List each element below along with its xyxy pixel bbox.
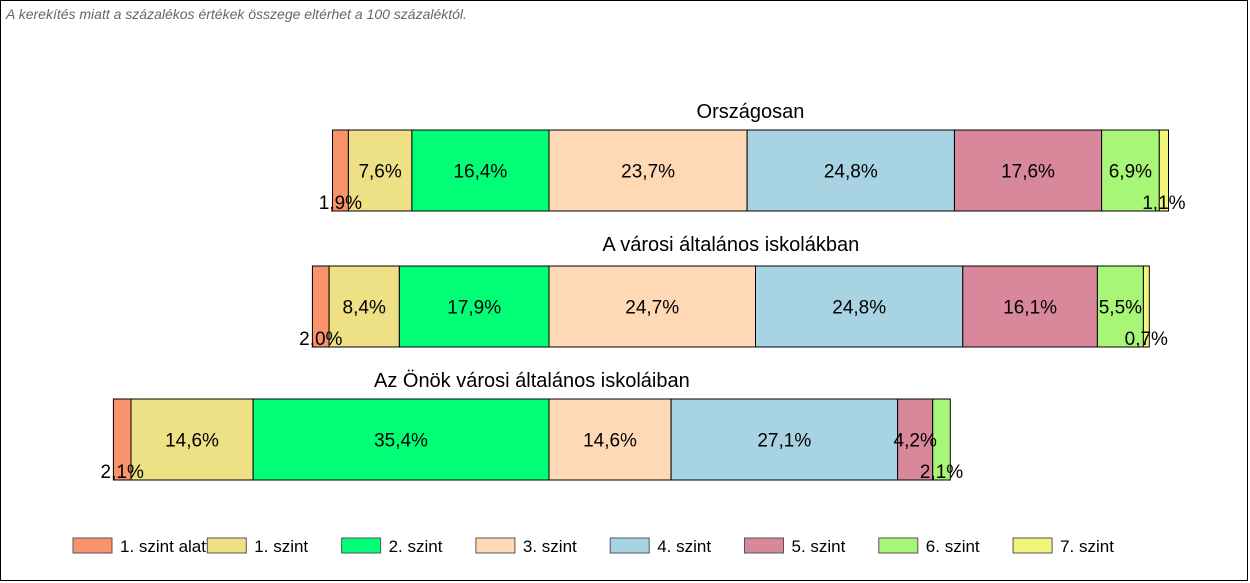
- value-label: 14,6%: [583, 431, 637, 452]
- value-label: 17,9%: [447, 298, 501, 319]
- value-label: 16,1%: [1003, 298, 1057, 319]
- bar-segment: [1158, 129, 1170, 212]
- value-label: 4,2%: [894, 431, 937, 452]
- bar-segment: [252, 398, 550, 481]
- legend-label: 1. szint alatti: [120, 537, 215, 556]
- legend-label: 4. szint: [657, 537, 711, 556]
- legend-label: 3. szint: [523, 537, 577, 556]
- bar-segment: [1142, 265, 1150, 348]
- bar-segment: [130, 398, 254, 481]
- value-label: 8,4%: [343, 298, 386, 319]
- bar-segment: [347, 129, 413, 212]
- bar-title: A városi általános iskolákban: [602, 234, 859, 256]
- bar-segment: [398, 265, 550, 348]
- value-label: 17,6%: [1001, 162, 1055, 183]
- value-label: 6,9%: [1109, 162, 1152, 183]
- value-label: 2,1%: [101, 462, 144, 483]
- bar-segment: [1101, 129, 1160, 212]
- legend-label: 1. szint: [254, 537, 308, 556]
- value-label: 27,1%: [757, 431, 811, 452]
- bar-title: Az Önök városi általános iskoláiban: [374, 370, 690, 392]
- legend-swatch: [744, 537, 784, 554]
- bar-segment: [746, 129, 955, 212]
- legend-label: 6. szint: [926, 537, 980, 556]
- value-label: 23,7%: [621, 162, 675, 183]
- bar-title: Országosan: [697, 101, 805, 123]
- rounding-note: A kerekítés miatt a százalékos értékek ö…: [6, 6, 467, 22]
- value-label: 16,4%: [453, 162, 507, 183]
- bar-segment: [1096, 265, 1144, 348]
- bar-segment: [670, 398, 899, 481]
- bar-segment: [897, 398, 934, 481]
- legend-label: 2. szint: [389, 537, 443, 556]
- value-label: 35,4%: [374, 431, 428, 452]
- legend-swatch: [1012, 537, 1053, 554]
- bar-segment: [548, 129, 748, 212]
- bar-segment: [932, 398, 951, 481]
- bar-segment: [548, 265, 756, 348]
- bar-segment: [954, 129, 1103, 212]
- value-label: 24,8%: [832, 298, 886, 319]
- value-label: 24,8%: [824, 162, 878, 183]
- bar-segment: [548, 398, 672, 481]
- value-label: 24,7%: [625, 298, 679, 319]
- legend-swatch: [878, 537, 919, 554]
- legend-label: 5. szint: [792, 537, 846, 556]
- value-label: 1,1%: [1142, 193, 1185, 214]
- value-label: 1,9%: [319, 193, 362, 214]
- legend-swatch: [475, 537, 516, 554]
- value-label: 5,5%: [1099, 298, 1142, 319]
- legend-swatch: [609, 537, 650, 554]
- legend-swatch: [341, 537, 382, 554]
- legend-swatch: [206, 537, 247, 554]
- value-label: 14,6%: [165, 431, 219, 452]
- value-label: 2,0%: [299, 329, 342, 350]
- legend-label: 7. szint: [1060, 537, 1114, 556]
- value-label: 2,1%: [920, 462, 963, 483]
- legend-swatch: [72, 537, 113, 554]
- value-label: 7,6%: [358, 162, 401, 183]
- value-label: 0,7%: [1125, 329, 1168, 350]
- bar-segment: [755, 265, 964, 348]
